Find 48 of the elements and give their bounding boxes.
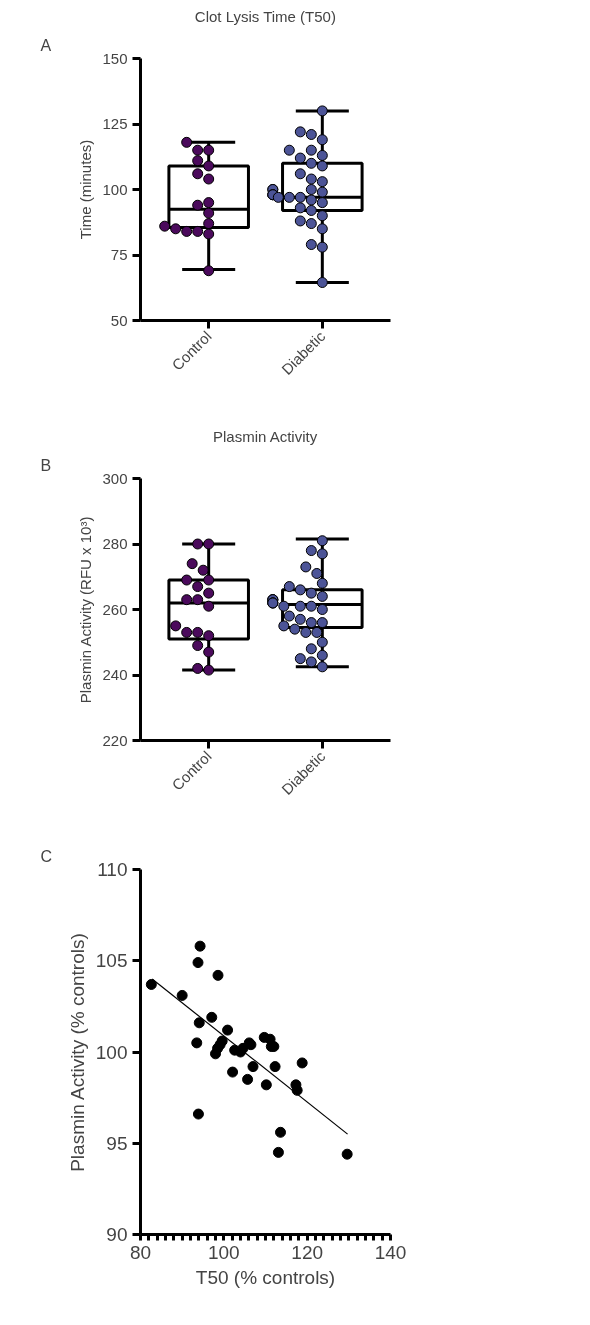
y-tick-label: 125	[102, 115, 128, 132]
x-axis-title: T50 (% controls)	[195, 1266, 336, 1288]
y-axis-title: Plasmin Activity (% controls)	[66, 933, 88, 1172]
y-tick-label: 100	[95, 1041, 128, 1063]
point	[296, 1057, 308, 1069]
point	[216, 1035, 228, 1047]
point	[272, 1146, 284, 1158]
point	[194, 940, 206, 952]
chart-title: Plasmin Activity	[212, 427, 318, 445]
y-tick-label: 150	[102, 49, 128, 67]
point	[247, 1061, 259, 1073]
text: B	[40, 456, 52, 474]
y-tick-label: 240	[102, 666, 128, 683]
point	[275, 1126, 286, 1138]
y-tick-label: 110	[97, 859, 128, 880]
x-tick-label: 100	[207, 1241, 240, 1263]
point	[191, 1037, 203, 1049]
y-tick-label: 260	[102, 600, 128, 618]
y-tick-label: 90	[106, 1224, 128, 1245]
point	[269, 1061, 281, 1073]
point	[212, 969, 224, 981]
x-tick-label: 120	[291, 1241, 324, 1263]
point	[192, 957, 204, 969]
y-axis-title: Plasmin Activity (RFU x 10³)	[77, 516, 95, 704]
point	[193, 1017, 205, 1029]
point	[145, 978, 157, 990]
text: C	[40, 847, 53, 865]
point	[192, 1108, 204, 1120]
y-tick-label: 220	[102, 731, 128, 749]
y-tick-label: 105	[95, 950, 128, 972]
point	[242, 1073, 254, 1085]
y-tick-label: 100	[102, 180, 128, 198]
point	[222, 1024, 234, 1036]
point	[260, 1079, 272, 1091]
y-tick-label: 50	[110, 311, 128, 329]
y-axis-title: Time (minutes)	[77, 139, 95, 240]
x-tick-label: 140	[374, 1241, 407, 1263]
y-tick-label: 75	[110, 246, 128, 263]
text: A	[40, 36, 52, 54]
point	[227, 1066, 239, 1078]
y-tick-label: 95	[106, 1132, 128, 1154]
chart-title: Clot Lysis Time (T50)	[194, 7, 336, 25]
point	[341, 1148, 353, 1160]
x-tick-label: 80	[129, 1241, 152, 1263]
y-tick-label: 300	[102, 469, 128, 487]
y-tick-label: 280	[102, 535, 128, 552]
point	[176, 989, 188, 1001]
point	[206, 1011, 218, 1023]
